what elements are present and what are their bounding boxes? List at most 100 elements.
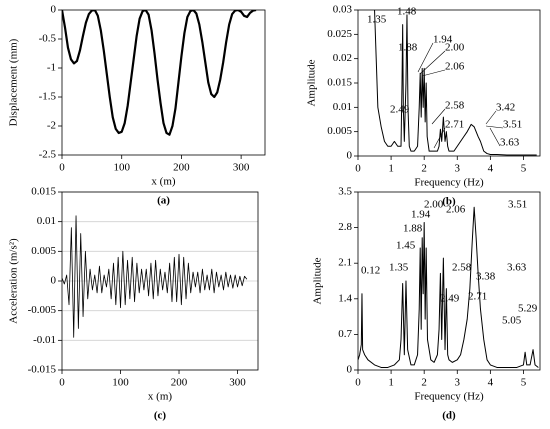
y-tick-label: -2.5 bbox=[39, 149, 57, 161]
y-tick-label: 0.01 bbox=[37, 215, 56, 227]
y-tick-label: 0 bbox=[51, 4, 57, 16]
data-line bbox=[358, 206, 539, 368]
annotation: 1.35 bbox=[389, 262, 409, 274]
annotation: 5.05 bbox=[502, 315, 522, 327]
x-tick-label: 0 bbox=[59, 377, 65, 389]
x-tick-label: 3 bbox=[455, 163, 461, 175]
annotation: 2.06 bbox=[445, 61, 465, 73]
annotation: 2.58 bbox=[452, 262, 472, 274]
annotation: 2.06 bbox=[446, 204, 466, 216]
leader-line bbox=[417, 42, 434, 73]
x-tick-label: 2 bbox=[421, 377, 427, 389]
annotation: 2.71 bbox=[468, 291, 487, 303]
y-tick-label: -1.5 bbox=[39, 91, 57, 103]
annotation: 2.00 bbox=[445, 42, 465, 54]
annotation: 1.94 bbox=[411, 209, 431, 221]
y-tick-label: 2.1 bbox=[338, 257, 352, 269]
y-tick-label: -2 bbox=[47, 120, 56, 132]
x-tick-label: 0 bbox=[59, 162, 65, 174]
leader-line bbox=[433, 127, 446, 149]
x-tick-label: 0 bbox=[355, 163, 361, 175]
leader-line bbox=[421, 69, 446, 77]
annotation: 1.45 bbox=[396, 240, 416, 252]
plot-frame bbox=[357, 9, 541, 157]
annotation: 1.48 bbox=[397, 6, 417, 18]
x-tick-label: 1 bbox=[388, 163, 394, 175]
y-axis-label: Acceleration (m/s²) bbox=[8, 238, 20, 324]
data-line bbox=[62, 10, 257, 136]
y-tick-label: 0.01 bbox=[333, 101, 352, 113]
y-tick-label: 1.4 bbox=[338, 292, 352, 304]
x-tick-label: 200 bbox=[173, 162, 190, 174]
x-tick-label: 4 bbox=[488, 377, 494, 389]
x-axis-label: x (m) bbox=[151, 176, 175, 188]
panel-label: (b) bbox=[442, 196, 456, 208]
y-tick-label: 0 bbox=[347, 150, 353, 162]
annotation: 3.63 bbox=[507, 262, 527, 274]
x-tick-label: 4 bbox=[488, 163, 494, 175]
data-line bbox=[62, 215, 248, 338]
annotation: 2.49 bbox=[440, 293, 460, 305]
annotation: 1.94 bbox=[433, 34, 453, 46]
y-tick-label: 0 bbox=[347, 364, 353, 376]
x-tick-label: 100 bbox=[112, 377, 129, 389]
annotation: 2.00 bbox=[424, 199, 444, 211]
y-axis-label: Displacement (mm) bbox=[8, 38, 20, 126]
plot-frame bbox=[61, 191, 259, 371]
y-tick-label: -0.015 bbox=[28, 364, 57, 376]
panel-label: (d) bbox=[442, 410, 456, 422]
y-tick-label: 0.005 bbox=[327, 125, 352, 137]
leader-line bbox=[489, 127, 501, 147]
x-tick-label: 300 bbox=[233, 162, 250, 174]
y-tick-label: 0.025 bbox=[327, 28, 352, 40]
data-line bbox=[374, 10, 537, 156]
x-tick-label: 0 bbox=[355, 377, 361, 389]
x-axis-label: Frequency (Hz) bbox=[414, 177, 484, 189]
y-tick-label: 3.5 bbox=[338, 186, 352, 198]
y-axis-label: Amplitude bbox=[312, 257, 324, 304]
leader-line bbox=[431, 108, 446, 125]
plot-frame bbox=[61, 9, 266, 156]
x-tick-label: 100 bbox=[113, 162, 130, 174]
annotation: 0.12 bbox=[361, 265, 380, 277]
y-tick-label: -0.5 bbox=[39, 33, 57, 45]
leader-line bbox=[485, 110, 497, 125]
x-axis-label: x (m) bbox=[148, 391, 172, 403]
y-tick-label: 0.005 bbox=[31, 245, 56, 257]
y-tick-label: 0 bbox=[51, 275, 57, 287]
annotation: 1.88 bbox=[398, 42, 418, 54]
x-tick-label: 3 bbox=[455, 377, 461, 389]
y-axis-label: Amplitude bbox=[306, 59, 318, 106]
x-tick-label: 200 bbox=[171, 377, 188, 389]
plot-frame bbox=[357, 191, 541, 371]
y-tick-label: -0.005 bbox=[28, 304, 57, 316]
leader-line bbox=[419, 50, 446, 75]
x-tick-label: 2 bbox=[421, 163, 427, 175]
x-tick-label: 300 bbox=[229, 377, 246, 389]
annotation: 2.49 bbox=[390, 104, 410, 116]
y-tick-label: 0.015 bbox=[327, 77, 352, 89]
annotation: 3.38 bbox=[476, 271, 496, 283]
y-tick-label: 0.015 bbox=[31, 186, 56, 198]
annotation: 3.51 bbox=[508, 199, 527, 211]
y-tick-label: 0.03 bbox=[333, 4, 353, 16]
x-tick-label: 1 bbox=[388, 377, 394, 389]
leader-line bbox=[485, 125, 504, 129]
y-tick-label: 2.8 bbox=[338, 221, 352, 233]
annotation: 2.71 bbox=[445, 119, 464, 131]
annotation: 1.35 bbox=[367, 14, 387, 26]
annotation: 3.51 bbox=[503, 119, 522, 131]
panel-label: (a) bbox=[157, 195, 170, 207]
x-tick-label: 5 bbox=[521, 163, 527, 175]
annotation: 3.42 bbox=[496, 102, 515, 114]
y-tick-label: -1 bbox=[47, 62, 56, 74]
y-tick-label: -0.01 bbox=[33, 334, 56, 346]
annotation: 3.63 bbox=[500, 137, 520, 149]
y-tick-label: 0.02 bbox=[333, 52, 352, 64]
y-tick-label: 0.7 bbox=[338, 328, 352, 340]
panel-label: (c) bbox=[154, 410, 167, 422]
annotation: 1.88 bbox=[403, 223, 423, 235]
x-tick-label: 5 bbox=[521, 377, 527, 389]
x-axis-label: Frequency (Hz) bbox=[414, 391, 484, 403]
